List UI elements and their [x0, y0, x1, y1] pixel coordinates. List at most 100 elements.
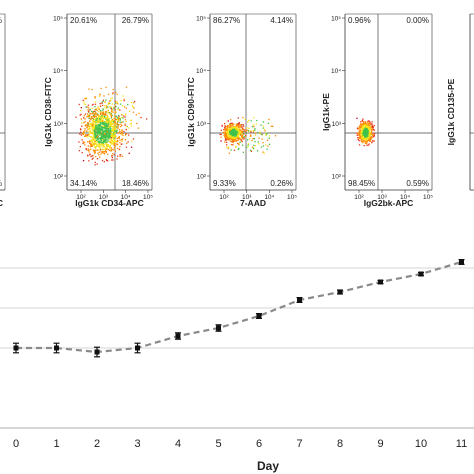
- event-dot: [364, 136, 366, 138]
- event-dot: [368, 124, 371, 127]
- event-dot: [114, 148, 116, 150]
- event-dot: [116, 139, 119, 142]
- event-dot: [230, 131, 232, 133]
- event-dot: [243, 125, 245, 127]
- event-dot: [80, 134, 82, 136]
- event-dot: [94, 139, 97, 141]
- panel-y-label: IgG1k CD90-FITC: [186, 77, 196, 146]
- event-dot: [117, 125, 119, 127]
- event-dot: [104, 123, 106, 125]
- event-dot: [267, 145, 269, 147]
- event-dot: [86, 135, 88, 137]
- event-dot: [239, 132, 241, 134]
- event-dot: [105, 124, 108, 127]
- quadrant-percent-lr: 0.26%: [270, 179, 293, 188]
- x-axis-title: Day: [257, 459, 279, 473]
- event-dot: [238, 134, 240, 136]
- event-dot: [371, 123, 373, 125]
- event-dot: [98, 111, 100, 113]
- event-dot: [119, 139, 121, 141]
- event-dot: [103, 144, 105, 146]
- event-dot: [107, 109, 109, 111]
- event-dot: [101, 159, 104, 162]
- event-dot: [98, 144, 100, 146]
- event-dot: [366, 129, 369, 132]
- event-dot: [107, 118, 109, 120]
- event-dot: [98, 127, 100, 130]
- event-dot: [369, 122, 371, 124]
- event-dot: [373, 135, 375, 137]
- event-dot: [113, 129, 116, 131]
- event-dot: [101, 143, 103, 145]
- event-dot: [110, 130, 112, 133]
- event-dot: [107, 118, 110, 120]
- event-dot: [105, 136, 107, 139]
- event-dot: [224, 129, 226, 131]
- event-dot: [91, 113, 93, 115]
- event-dot: [121, 155, 124, 158]
- event-dot: [259, 131, 261, 133]
- event-dot: [109, 141, 111, 143]
- event-dot: [362, 122, 364, 125]
- event-dot: [103, 130, 105, 132]
- event-dot: [95, 118, 97, 120]
- event-dot: [107, 119, 109, 121]
- series-line: [13, 259, 465, 358]
- event-dot: [126, 125, 128, 128]
- event-dot: [104, 113, 106, 116]
- event-dot: [96, 119, 98, 121]
- event-dot: [114, 115, 116, 117]
- event-dot: [112, 133, 114, 135]
- event-dot: [86, 136, 88, 138]
- event-dot: [238, 126, 240, 129]
- event-dot: [103, 151, 106, 153]
- event-dot: [242, 124, 244, 126]
- event-dot: [226, 139, 228, 141]
- event-dot: [362, 139, 364, 141]
- event-dot: [257, 141, 259, 143]
- data-point: [459, 259, 464, 265]
- quadrant-percent-ll: 9.33%: [213, 179, 236, 188]
- event-dot: [114, 104, 116, 106]
- event-dot: [227, 132, 230, 134]
- event-dot: [250, 120, 252, 122]
- event-dot: [112, 129, 114, 131]
- event-dot: [96, 117, 98, 119]
- data-point: [256, 313, 262, 319]
- event-dot: [85, 149, 87, 151]
- x-tick-label: 10⁵: [287, 194, 297, 201]
- quadrant-percent-ur: 0.00%: [406, 16, 429, 25]
- event-dot: [91, 88, 93, 91]
- event-dot: [116, 129, 118, 131]
- event-dot: [116, 115, 118, 118]
- event-dot: [238, 128, 240, 130]
- event-dot: [95, 119, 97, 121]
- flow-cytometry-panels: 0.00% 0.64% TC 10² 10³ 10⁴ 10⁵ 10² 10³ 10⁴ 10⁵ 20.6…: [0, 13, 474, 208]
- event-dot: [98, 95, 101, 97]
- event-dot: [96, 109, 98, 112]
- event-dot: [117, 127, 119, 129]
- event-dot: [94, 146, 96, 149]
- event-dot: [115, 136, 117, 138]
- event-dot: [117, 108, 119, 111]
- event-dot: [93, 114, 95, 116]
- event-dot: [91, 136, 93, 138]
- event-dot: [114, 130, 116, 132]
- event-dot: [116, 126, 118, 128]
- event-dot: [111, 148, 113, 150]
- event-dot: [262, 121, 264, 123]
- event-dot: [363, 138, 365, 141]
- event-dot: [137, 127, 140, 129]
- event-dot: [124, 134, 127, 136]
- event-dot: [116, 123, 118, 125]
- event-dot: [238, 123, 240, 125]
- y-tick-label: 10²: [54, 174, 64, 181]
- event-density-cloud: [75, 86, 148, 166]
- event-dot: [100, 131, 103, 134]
- event-dot: [234, 132, 236, 135]
- event-dot: [371, 126, 373, 129]
- event-dot: [111, 156, 113, 159]
- event-dot: [361, 140, 363, 143]
- event-dot: [116, 117, 119, 119]
- event-dot: [230, 132, 233, 135]
